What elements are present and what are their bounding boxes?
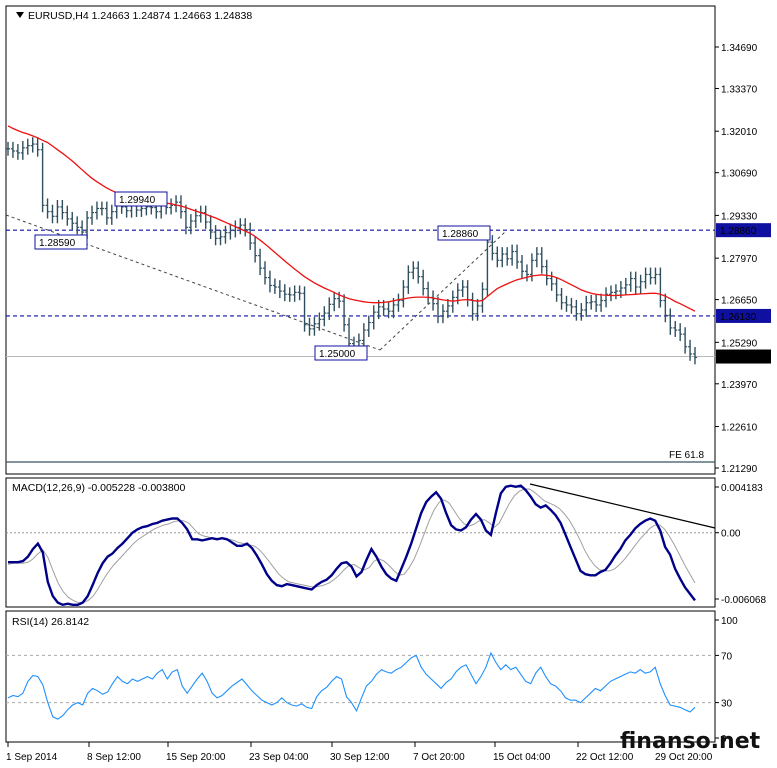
price-axis-tick-label: 1.32010 [721, 127, 758, 138]
rsi-axis-tick-label: 70 [721, 651, 733, 662]
time-axis-label: 7 Oct 20:00 [413, 752, 465, 763]
level-price-badge [716, 223, 771, 238]
rsi-line [7, 651, 696, 720]
macd-axis-tick-label: 0.004183 [721, 483, 763, 494]
price-annotation-label: 1.28860 [442, 229, 479, 240]
rsi-axis-tick-label: 0 [721, 734, 727, 745]
price-annotation-box [114, 191, 168, 207]
main-pane-frame [5, 5, 716, 475]
price-axis-tick-label: 1.34690 [721, 43, 758, 54]
macd-axis-tick-label: -0.006068 [721, 595, 766, 606]
time-axis-label: 15 Oct 04:00 [493, 752, 551, 763]
macd-signal-line [7, 488, 696, 604]
level-price-label: 1.26130 [720, 312, 757, 323]
level-price-badge [716, 308, 771, 323]
price-annotation-box [437, 225, 491, 241]
main-pane-title: EURUSD,H4 1.24663 1.24874 1.24663 1.2483… [28, 10, 252, 22]
price-axis-tick-label: 1.26650 [721, 296, 758, 307]
macd-pane-title: MACD(12,26,9) -0.005228 -0.003800 [12, 482, 186, 494]
time-axis-label: 8 Sep 12:00 [87, 752, 141, 763]
current-price-badge [716, 349, 771, 364]
dropdown-arrow-icon [16, 12, 24, 18]
price-axis-tick-label: 1.30690 [721, 169, 758, 180]
price-axis-tick-label: 1.22610 [721, 423, 758, 434]
price-annotation-box [34, 234, 88, 250]
time-axis-label: 22 Oct 12:00 [576, 752, 634, 763]
watermark-logo: finanso.net [620, 729, 761, 754]
rsi-axis-tick-label: 30 [721, 699, 733, 710]
price-annotation-label: 1.29940 [119, 195, 156, 206]
price-annotation-box [314, 345, 368, 361]
macd-divergence-trendline [529, 483, 716, 529]
fib-trend-line [379, 231, 506, 351]
rsi-axis-tick-label: 100 [721, 616, 738, 627]
rsi-pane-title: RSI(14) 26.8142 [12, 616, 89, 628]
price-axis-tick-label: 1.29330 [721, 211, 758, 222]
time-axis-label: 23 Sep 04:00 [249, 752, 309, 763]
price-annotation-label: 1.25000 [319, 349, 356, 360]
time-axis-label: 29 Oct 20:00 [655, 752, 713, 763]
price-axis-tick-label: 1.23970 [721, 380, 758, 391]
price-axis-tick-label: 1.21290 [721, 464, 758, 475]
price-annotation-label: 1.28590 [39, 238, 76, 249]
time-axis-label: 1 Sep 2014 [6, 752, 58, 763]
macd-pane-frame [5, 477, 716, 608]
price-axis-tick-label: 1.25290 [721, 338, 758, 349]
macd-line [8, 484, 696, 607]
current-price-label: 1.24838 [720, 353, 757, 364]
price-axis-tick-label: 1.33370 [721, 84, 758, 95]
macd-axis-tick-label: 0.00 [721, 529, 741, 540]
level-price-label: 1.28860 [720, 226, 757, 237]
fib-level-label: FE 61.8 [669, 450, 704, 461]
time-axis-label: 30 Sep 12:00 [330, 752, 390, 763]
moving-average-line [7, 125, 696, 312]
time-axis-label: 15 Sep 20:00 [166, 752, 226, 763]
rsi-pane-frame [5, 610, 716, 743]
price-axis-tick-label: 1.27970 [721, 254, 758, 265]
